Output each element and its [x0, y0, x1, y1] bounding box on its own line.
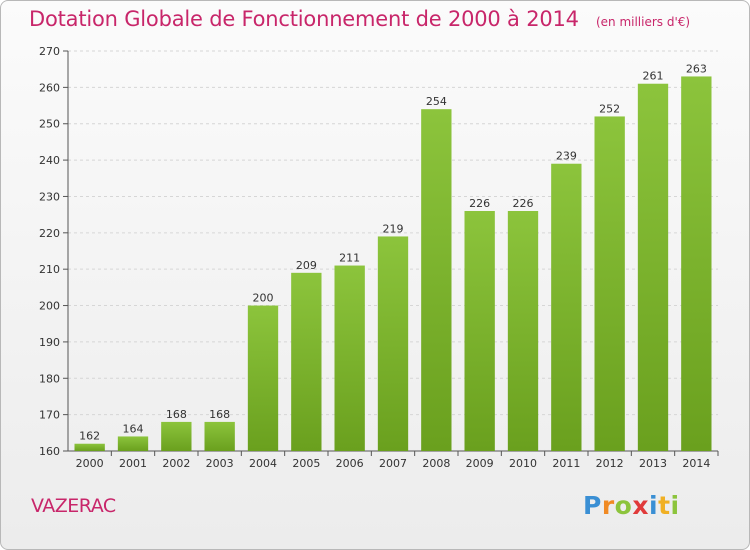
x-tick-label: 2003 — [206, 457, 234, 470]
data-label: 168 — [209, 408, 230, 421]
y-tick-label: 270 — [39, 45, 60, 58]
data-label: 252 — [599, 102, 620, 115]
commune-name: VAZERAC — [31, 495, 116, 517]
data-label: 239 — [556, 150, 577, 163]
y-tick-label: 180 — [39, 372, 60, 385]
logo-letter: r — [601, 491, 615, 520]
logo-letter: t — [658, 491, 671, 520]
y-tick-label: 170 — [39, 409, 60, 422]
x-tick-label: 2009 — [466, 457, 494, 470]
x-tick-label: 2010 — [509, 457, 537, 470]
x-tick-label: 2012 — [596, 457, 624, 470]
y-tick-label: 230 — [39, 190, 60, 203]
data-label: 226 — [469, 197, 490, 210]
y-tick-label: 200 — [39, 300, 60, 313]
data-label: 226 — [513, 197, 534, 210]
x-tick-label: 2006 — [336, 457, 364, 470]
bar — [551, 163, 582, 451]
bar — [681, 76, 712, 452]
bar — [161, 421, 192, 451]
data-label: 162 — [79, 430, 100, 443]
x-tick-label: 2011 — [552, 457, 580, 470]
chart-title: Dotation Globale de Fonctionnement de 20… — [29, 7, 579, 31]
data-label: 263 — [686, 62, 707, 75]
bar — [421, 109, 452, 451]
x-tick-label: 2004 — [249, 457, 277, 470]
data-label: 261 — [643, 70, 664, 83]
y-tick-label: 160 — [39, 445, 60, 458]
x-tick-label: 2013 — [639, 457, 667, 470]
data-label: 219 — [383, 222, 404, 235]
bar — [204, 421, 235, 451]
data-label: 209 — [296, 259, 317, 272]
logo-letter: i — [649, 491, 659, 520]
x-tick-label: 2000 — [76, 457, 104, 470]
x-tick-label: 2002 — [162, 457, 190, 470]
bar — [377, 236, 409, 451]
data-label: 164 — [123, 422, 144, 435]
bar — [637, 83, 669, 452]
x-tick-label: 2008 — [422, 457, 450, 470]
logo-letter: x — [632, 491, 649, 520]
y-tick-label: 250 — [39, 118, 60, 131]
y-tick-label: 220 — [39, 227, 60, 240]
data-label: 168 — [166, 408, 187, 421]
y-tick-label: 190 — [39, 336, 60, 349]
bar — [247, 305, 279, 451]
bar — [334, 265, 365, 451]
bar — [117, 436, 149, 451]
logo-letter: i — [670, 491, 680, 520]
x-tick-label: 2005 — [292, 457, 320, 470]
proxiti-logo: Proxiti — [583, 491, 680, 520]
title-block: Dotation Globale de Fonctionnement de 20… — [29, 7, 690, 31]
bar — [291, 272, 322, 451]
bar — [594, 116, 625, 452]
y-tick-label: 210 — [39, 263, 60, 276]
x-tick-label: 2014 — [682, 457, 710, 470]
data-label: 200 — [253, 292, 274, 305]
logo-letter: P — [583, 491, 602, 520]
chart-subtitle: (en milliers d'€) — [595, 15, 691, 29]
data-label: 211 — [339, 252, 360, 265]
logo-letter: o — [614, 491, 633, 520]
bar — [464, 211, 495, 451]
bar — [507, 211, 539, 451]
bar — [74, 443, 105, 451]
y-tick-label: 260 — [39, 81, 60, 94]
x-tick-label: 2007 — [379, 457, 407, 470]
data-label: 254 — [426, 95, 447, 108]
y-tick-label: 240 — [39, 154, 60, 167]
x-tick-label: 2001 — [119, 457, 147, 470]
